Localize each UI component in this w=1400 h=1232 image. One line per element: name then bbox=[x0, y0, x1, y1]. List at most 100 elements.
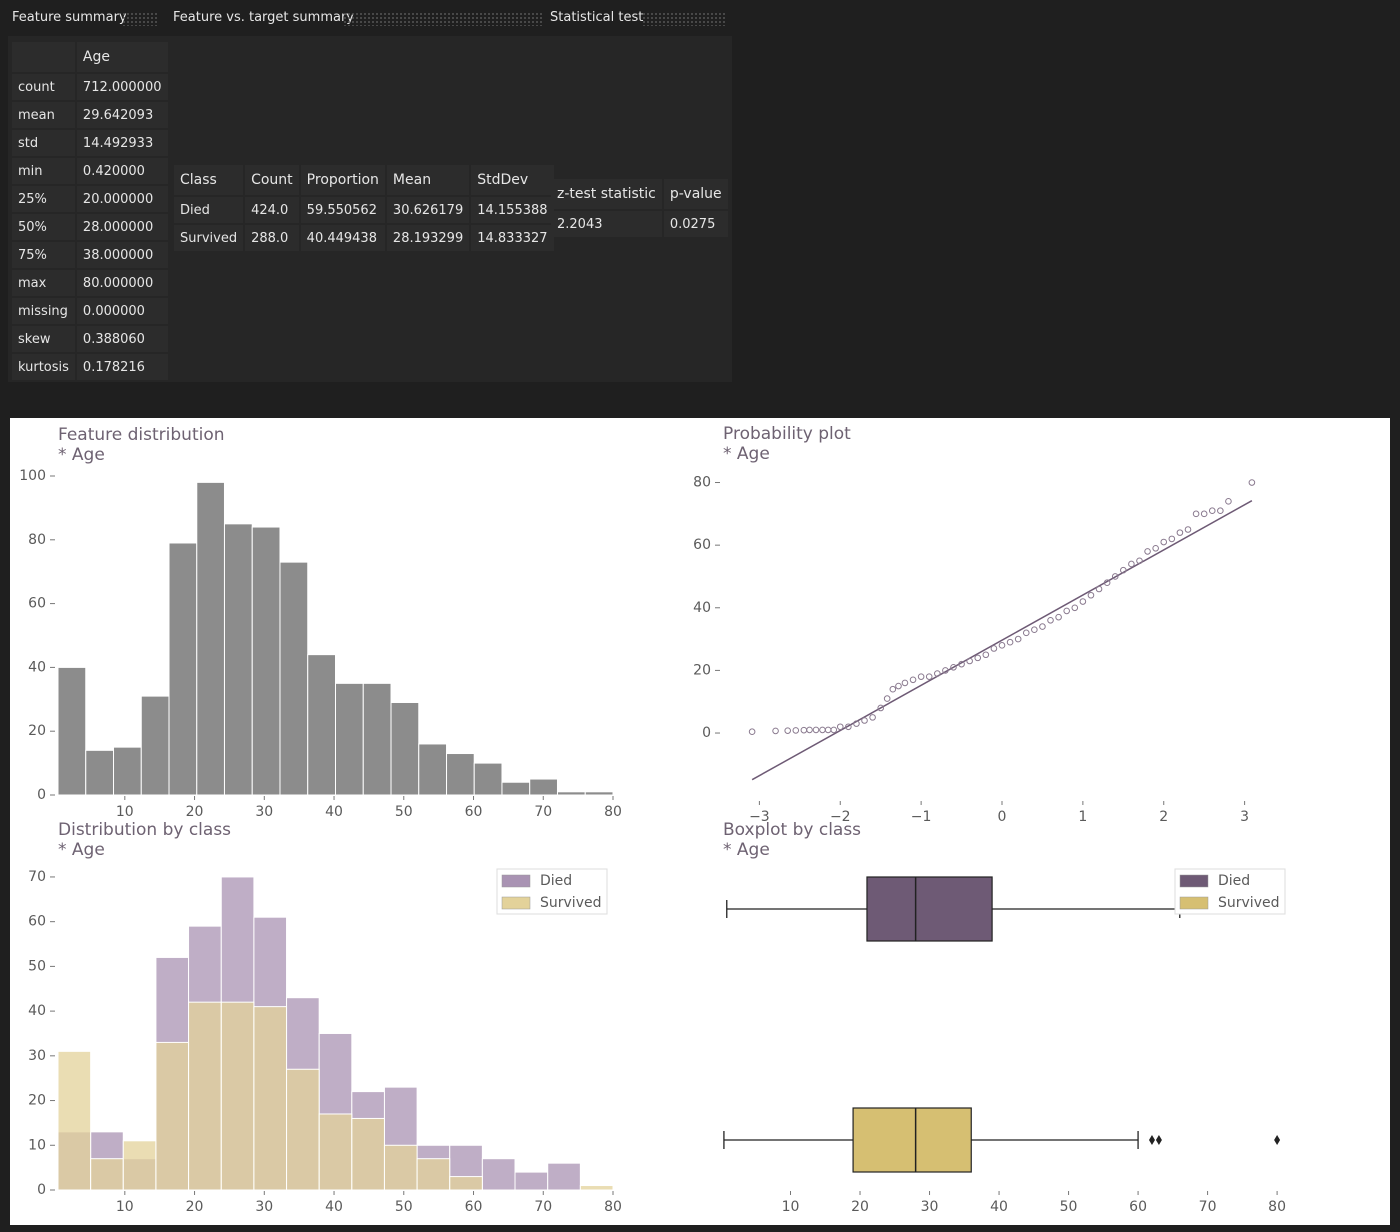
table-cell: 30.626179 bbox=[386, 197, 470, 223]
bar bbox=[113, 746, 142, 796]
table-cell: std bbox=[12, 130, 75, 156]
table-cell: 59.550562 bbox=[300, 197, 385, 223]
header-cell bbox=[12, 42, 75, 72]
point bbox=[901, 679, 909, 687]
point bbox=[1063, 607, 1070, 615]
x-tick-label: −3 bbox=[749, 809, 770, 825]
header-cell: Proportion bbox=[300, 165, 385, 195]
table-cell: Died bbox=[174, 197, 244, 223]
header-cell: Mean bbox=[386, 165, 470, 195]
table-cell: 0.178216 bbox=[76, 354, 168, 380]
y-tick-label: 80 bbox=[28, 532, 46, 548]
legend-swatch bbox=[501, 896, 531, 910]
table-cell: count bbox=[12, 74, 75, 100]
y-tick-label: 30 bbox=[28, 1048, 46, 1064]
bar bbox=[383, 1144, 418, 1191]
bar bbox=[286, 1068, 320, 1191]
bar bbox=[223, 523, 253, 796]
point bbox=[1095, 585, 1103, 593]
header-cell: z-test statistic bbox=[551, 179, 662, 209]
table-cell: mean bbox=[12, 102, 75, 128]
point bbox=[861, 717, 868, 724]
table-row: 50% 28.000000 bbox=[12, 214, 168, 240]
point bbox=[934, 670, 941, 677]
point bbox=[1022, 629, 1030, 637]
table-cell: 0.000000 bbox=[76, 298, 168, 324]
bar bbox=[446, 753, 475, 796]
bar bbox=[481, 1158, 516, 1191]
header-cell: Age bbox=[76, 42, 168, 72]
bar bbox=[122, 1140, 157, 1191]
x-tick-label: 10 bbox=[116, 804, 134, 820]
bar bbox=[529, 778, 558, 796]
point bbox=[966, 657, 973, 665]
point bbox=[877, 704, 884, 712]
bar bbox=[556, 791, 586, 796]
table-row: 2.2043 0.0275 bbox=[551, 211, 728, 237]
bar bbox=[168, 542, 198, 796]
table-cell: 40.449438 bbox=[300, 225, 385, 251]
x-tick-label: 70 bbox=[1199, 1199, 1217, 1215]
legend-swatch bbox=[1179, 874, 1209, 888]
point bbox=[1208, 507, 1216, 515]
bar bbox=[362, 682, 392, 796]
table-cell: 75% bbox=[12, 242, 75, 268]
table-row: mean 29.642093 bbox=[12, 102, 168, 128]
bar bbox=[449, 1176, 483, 1191]
y-tick-label: 60 bbox=[28, 914, 46, 930]
table-cell: kurtosis bbox=[12, 354, 75, 380]
y-tick-label: 40 bbox=[693, 600, 711, 616]
point bbox=[1152, 544, 1159, 552]
point bbox=[1248, 479, 1256, 486]
tab[interactable]: Feature vs. target summary bbox=[173, 10, 354, 25]
x-tick-label: 50 bbox=[1060, 1199, 1078, 1215]
table-cell: 0.0275 bbox=[663, 211, 728, 237]
bar bbox=[57, 1050, 92, 1191]
tab-filler bbox=[343, 12, 544, 26]
point bbox=[1160, 538, 1168, 546]
table-row: skew 0.388060 bbox=[12, 326, 168, 352]
x-tick-label: 80 bbox=[604, 804, 622, 820]
legend-label: Survived bbox=[1218, 895, 1279, 911]
header-row: z-test statistic p-value bbox=[551, 179, 728, 209]
chart-subtitle: * Age bbox=[723, 840, 770, 860]
point bbox=[1014, 635, 1022, 643]
x-tick-label: 60 bbox=[465, 1199, 483, 1215]
header-row: Class Count Proportion Mean StdDev bbox=[174, 165, 554, 195]
header-cell: StdDev bbox=[471, 165, 554, 195]
point bbox=[772, 727, 779, 735]
bar bbox=[279, 561, 309, 796]
tab[interactable]: Feature summary bbox=[12, 10, 127, 25]
y-tick-label: 0 bbox=[702, 725, 711, 741]
chart-subtitle: * Age bbox=[58, 445, 105, 465]
point bbox=[990, 645, 998, 652]
point bbox=[1111, 573, 1119, 580]
table-cell: skew bbox=[12, 326, 75, 352]
chart-subtitle: * Age bbox=[58, 840, 105, 860]
chart-title: Boxplot by class bbox=[723, 820, 861, 840]
table-cell: max bbox=[12, 270, 75, 296]
point bbox=[1079, 598, 1087, 605]
y-tick-label: 20 bbox=[693, 662, 711, 678]
x-tick-label: 50 bbox=[395, 804, 413, 820]
table-row: kurtosis 0.178216 bbox=[12, 354, 168, 380]
point bbox=[1047, 617, 1054, 624]
point bbox=[883, 695, 891, 702]
table-cell: 14.155388 bbox=[471, 197, 554, 223]
point bbox=[853, 720, 860, 727]
point bbox=[1031, 626, 1038, 633]
header-row: Age bbox=[12, 42, 168, 72]
point bbox=[1176, 529, 1184, 536]
point bbox=[1039, 623, 1046, 630]
bar bbox=[514, 1171, 549, 1191]
table-row: count 712.000000 bbox=[12, 74, 168, 100]
tab[interactable]: Statistical test bbox=[550, 10, 644, 25]
fit-line bbox=[751, 500, 1253, 781]
y-tick-label: 20 bbox=[28, 1093, 46, 1109]
bar bbox=[418, 743, 448, 796]
bar bbox=[416, 1158, 451, 1191]
point bbox=[1168, 535, 1176, 543]
flier bbox=[1274, 1135, 1281, 1145]
legend-label: Survived bbox=[540, 895, 601, 911]
